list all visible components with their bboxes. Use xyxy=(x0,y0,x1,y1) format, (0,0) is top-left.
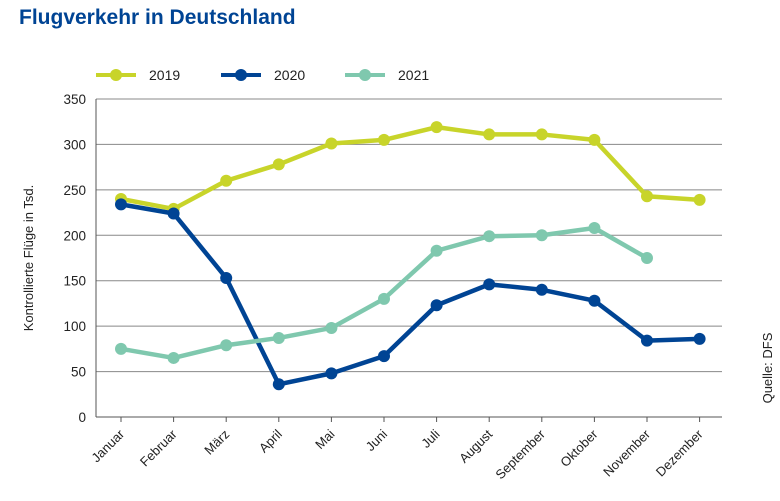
y-tick-label: 50 xyxy=(71,365,86,380)
data-point-2020 xyxy=(641,334,653,347)
series-line-2019 xyxy=(120,124,700,212)
data-point-2019 xyxy=(325,137,338,150)
data-point-2019 xyxy=(220,174,233,187)
source-label: Quelle: DFS xyxy=(760,332,775,403)
x-tick-label: November xyxy=(600,426,653,479)
data-point-2021 xyxy=(272,331,285,344)
data-point-2019 xyxy=(483,128,496,141)
data-point-2019 xyxy=(588,133,601,146)
legend-label-2021: 2021 xyxy=(398,67,429,83)
data-point-2021 xyxy=(378,292,390,305)
legend-label-2020: 2020 xyxy=(274,67,305,83)
data-point-2021 xyxy=(588,222,601,235)
data-point-2020 xyxy=(693,332,706,345)
x-tick-label: Februar xyxy=(137,426,180,469)
x-tick-label: Oktober xyxy=(557,426,601,470)
data-point-2019 xyxy=(535,128,548,141)
x-tick-label: März xyxy=(201,427,232,458)
data-point-2021 xyxy=(641,252,653,264)
x-tick-label: September xyxy=(492,426,548,482)
data-point-2020 xyxy=(115,198,127,211)
y-tick-label: 0 xyxy=(78,410,86,425)
data-point-2020 xyxy=(272,378,285,391)
data-point-2019 xyxy=(272,158,285,171)
x-tick-label: Dezember xyxy=(653,426,706,479)
data-point-2021 xyxy=(220,339,233,352)
data-point-2020 xyxy=(167,207,180,220)
data-point-2019 xyxy=(430,121,443,134)
x-tick-label: April xyxy=(256,426,285,455)
data-point-2021 xyxy=(167,351,180,364)
x-tick-label: Januar xyxy=(88,426,127,465)
data-point-2021 xyxy=(115,342,127,355)
series-line-2020 xyxy=(120,202,700,387)
legend-marker-2020 xyxy=(235,69,247,81)
y-tick-label: 300 xyxy=(63,137,86,152)
data-point-2021 xyxy=(535,229,548,242)
data-point-2020 xyxy=(483,278,496,291)
data-point-2019 xyxy=(693,193,706,206)
data-point-2020 xyxy=(588,294,601,307)
x-tick-label: August xyxy=(456,426,495,465)
data-point-2020 xyxy=(220,271,233,284)
legend-marker-2019 xyxy=(110,69,122,81)
y-tick-label: 200 xyxy=(63,228,86,243)
data-point-2019 xyxy=(641,190,653,203)
data-point-2020 xyxy=(430,299,443,312)
y-tick-label: 100 xyxy=(63,319,86,334)
data-point-2021 xyxy=(483,230,496,243)
data-point-2019 xyxy=(378,133,390,146)
data-point-2021 xyxy=(430,244,443,257)
y-tick-label: 250 xyxy=(63,183,86,198)
x-tick-label: Juli xyxy=(418,426,442,450)
y-tick-label: 350 xyxy=(63,92,86,107)
legend-marker-2021 xyxy=(359,69,371,81)
legend-label-2019: 2019 xyxy=(149,67,180,83)
data-point-2020 xyxy=(535,283,548,296)
chart-title: Flugverkehr in Deutschland xyxy=(19,6,296,29)
x-tick-label: Juni xyxy=(363,426,391,454)
x-tick-label: Mai xyxy=(312,426,337,451)
data-point-2020 xyxy=(378,350,390,363)
data-point-2021 xyxy=(325,321,338,334)
y-tick-label: 150 xyxy=(63,274,86,289)
y-axis-label: Kontrollierte Flüge in Tsd. xyxy=(21,185,36,331)
data-point-2020 xyxy=(325,367,338,380)
